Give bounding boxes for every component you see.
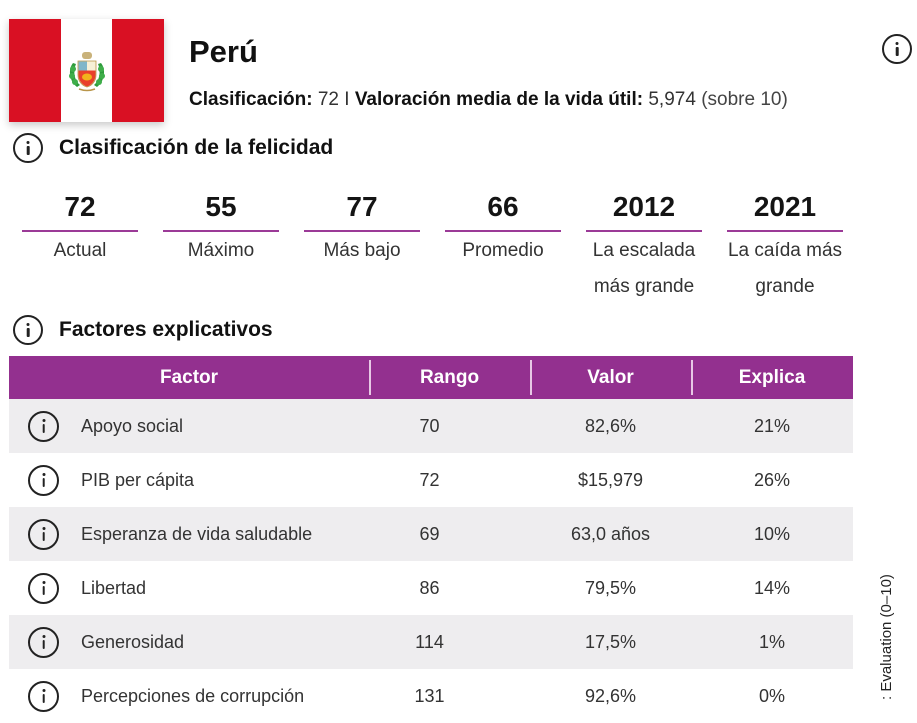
rank-cell: 131 [414, 685, 445, 706]
country-name: Perú [189, 34, 258, 69]
happiness-ranking-heading: Clasificación de la felicidad [13, 133, 333, 163]
stat-underline [22, 230, 138, 232]
table-row: Percepciones de corrupción 131 92,6% 0% [9, 669, 853, 723]
factor-cell: Generosidad [9, 626, 369, 658]
life-evaluation-value: 5,974 [648, 89, 696, 110]
value-cell: 79,5% [584, 577, 637, 598]
stat-label: La caída más grande [727, 240, 843, 297]
column-header-factor[interactable]: Factor [159, 366, 219, 388]
factors-table: Factor Rango Valor Explica Apoyo social … [9, 356, 853, 723]
factor-cell: Apoyo social [9, 410, 369, 442]
column-header-explains[interactable]: Explica [691, 356, 853, 399]
factor-name: PIB per cápita [81, 469, 195, 490]
flag-red-band-left [9, 19, 61, 122]
factor-cell: Libertad [9, 572, 369, 604]
stat-biggest-climb: 2012 La escalada más grande [586, 188, 702, 305]
rank-cell: 114 [415, 631, 444, 652]
info-icon[interactable] [28, 410, 59, 442]
stat-value: 77 [346, 191, 378, 222]
info-icon[interactable] [28, 518, 59, 550]
info-icon[interactable] [28, 626, 59, 658]
factor-name: Percepciones de corrupción [81, 685, 305, 706]
explains-cell: 1% [758, 631, 785, 652]
factor-name: Esperanza de vida saludable [81, 523, 313, 544]
stat-average: 66 Promedio [445, 188, 561, 305]
rank-cell: 69 [419, 523, 440, 544]
value-cell: $15,979 [577, 469, 644, 490]
stat-underline [445, 230, 561, 232]
stat-value: 72 [64, 191, 96, 222]
life-evaluation-label: Valoración media de la vida útil: [354, 89, 644, 110]
stat-value: 2021 [753, 191, 817, 222]
flag-white-band [60, 19, 113, 122]
info-icon[interactable] [28, 464, 59, 496]
stat-value: 2012 [612, 191, 676, 222]
stat-underline [586, 230, 702, 232]
factor-name: Generosidad [81, 631, 185, 652]
stat-actual: 72 Actual [22, 188, 138, 305]
rank-cell: 72 [419, 469, 440, 490]
factor-cell: Esperanza de vida saludable [9, 518, 369, 550]
info-icon[interactable] [28, 572, 59, 604]
stat-underline [163, 230, 279, 232]
value-cell: 63,0 años [570, 523, 651, 544]
table-row: Libertad 86 79,5% 14% [9, 561, 853, 615]
flag-red-band-right [112, 19, 165, 122]
stat-label: Más bajo [323, 240, 401, 261]
explains-cell: 21% [753, 415, 791, 436]
value-cell: 17,5% [584, 631, 637, 652]
explanatory-factors-heading: Factores explicativos [13, 315, 273, 345]
value-cell: 82,6% [584, 415, 637, 436]
table-row: Apoyo social 70 82,6% 21% [9, 399, 853, 453]
rank-cell: 86 [419, 577, 440, 598]
column-header-rank[interactable]: Rango [369, 356, 530, 399]
evaluation-axis-label: : Evaluation (0–10) [878, 574, 895, 700]
stat-underline [304, 230, 420, 232]
info-icon[interactable] [13, 315, 43, 345]
factor-cell: PIB per cápita [9, 464, 369, 496]
table-row: Esperanza de vida saludable 69 63,0 años… [9, 507, 853, 561]
coat-of-arms-icon [68, 51, 105, 91]
stat-underline [727, 230, 843, 232]
stat-label: Promedio [462, 240, 544, 261]
column-header-value[interactable]: Valor [530, 356, 691, 399]
info-icon[interactable] [28, 680, 59, 712]
table-row: Generosidad 114 17,5% 1% [9, 615, 853, 669]
country-summary: Clasificación: 72 I Valoración media de … [189, 89, 788, 111]
factor-name: Apoyo social [81, 415, 184, 436]
stat-label: Actual [53, 240, 107, 261]
country-flag [9, 19, 165, 122]
stat-label: Máximo [187, 240, 255, 261]
life-evaluation-suffix: (sobre 10) [701, 89, 788, 110]
explains-cell: 26% [753, 469, 791, 490]
rank-label: Clasificación: [189, 89, 313, 110]
stat-maximum: 55 Máximo [163, 188, 279, 305]
table-row: PIB per cápita 72 $15,979 26% [9, 453, 853, 507]
info-icon[interactable] [882, 34, 912, 64]
explains-cell: 10% [753, 523, 791, 544]
value-cell: 92,6% [584, 685, 637, 706]
happiness-stats: 72 Actual 55 Máximo 77 Más bajo 66 Prome… [22, 188, 843, 305]
table-header: Factor Rango Valor Explica [9, 356, 853, 399]
stat-lowest: 77 Más bajo [304, 188, 420, 305]
stat-biggest-drop: 2021 La caída más grande [727, 188, 843, 305]
factor-cell: Percepciones de corrupción [9, 680, 369, 712]
stat-value: 55 [205, 191, 237, 222]
explains-cell: 14% [753, 577, 791, 598]
stat-value: 66 [487, 191, 519, 222]
stat-label: La escalada más grande [592, 240, 696, 297]
explanatory-factors-title: Factores explicativos [59, 318, 273, 341]
explains-cell: 0% [758, 685, 785, 706]
info-icon[interactable] [13, 133, 43, 163]
rank-value: 72 [317, 89, 339, 110]
summary-separator: I [344, 89, 350, 110]
happiness-ranking-title: Clasificación de la felicidad [59, 136, 334, 159]
rank-cell: 70 [419, 415, 440, 436]
factor-name: Libertad [81, 577, 147, 598]
